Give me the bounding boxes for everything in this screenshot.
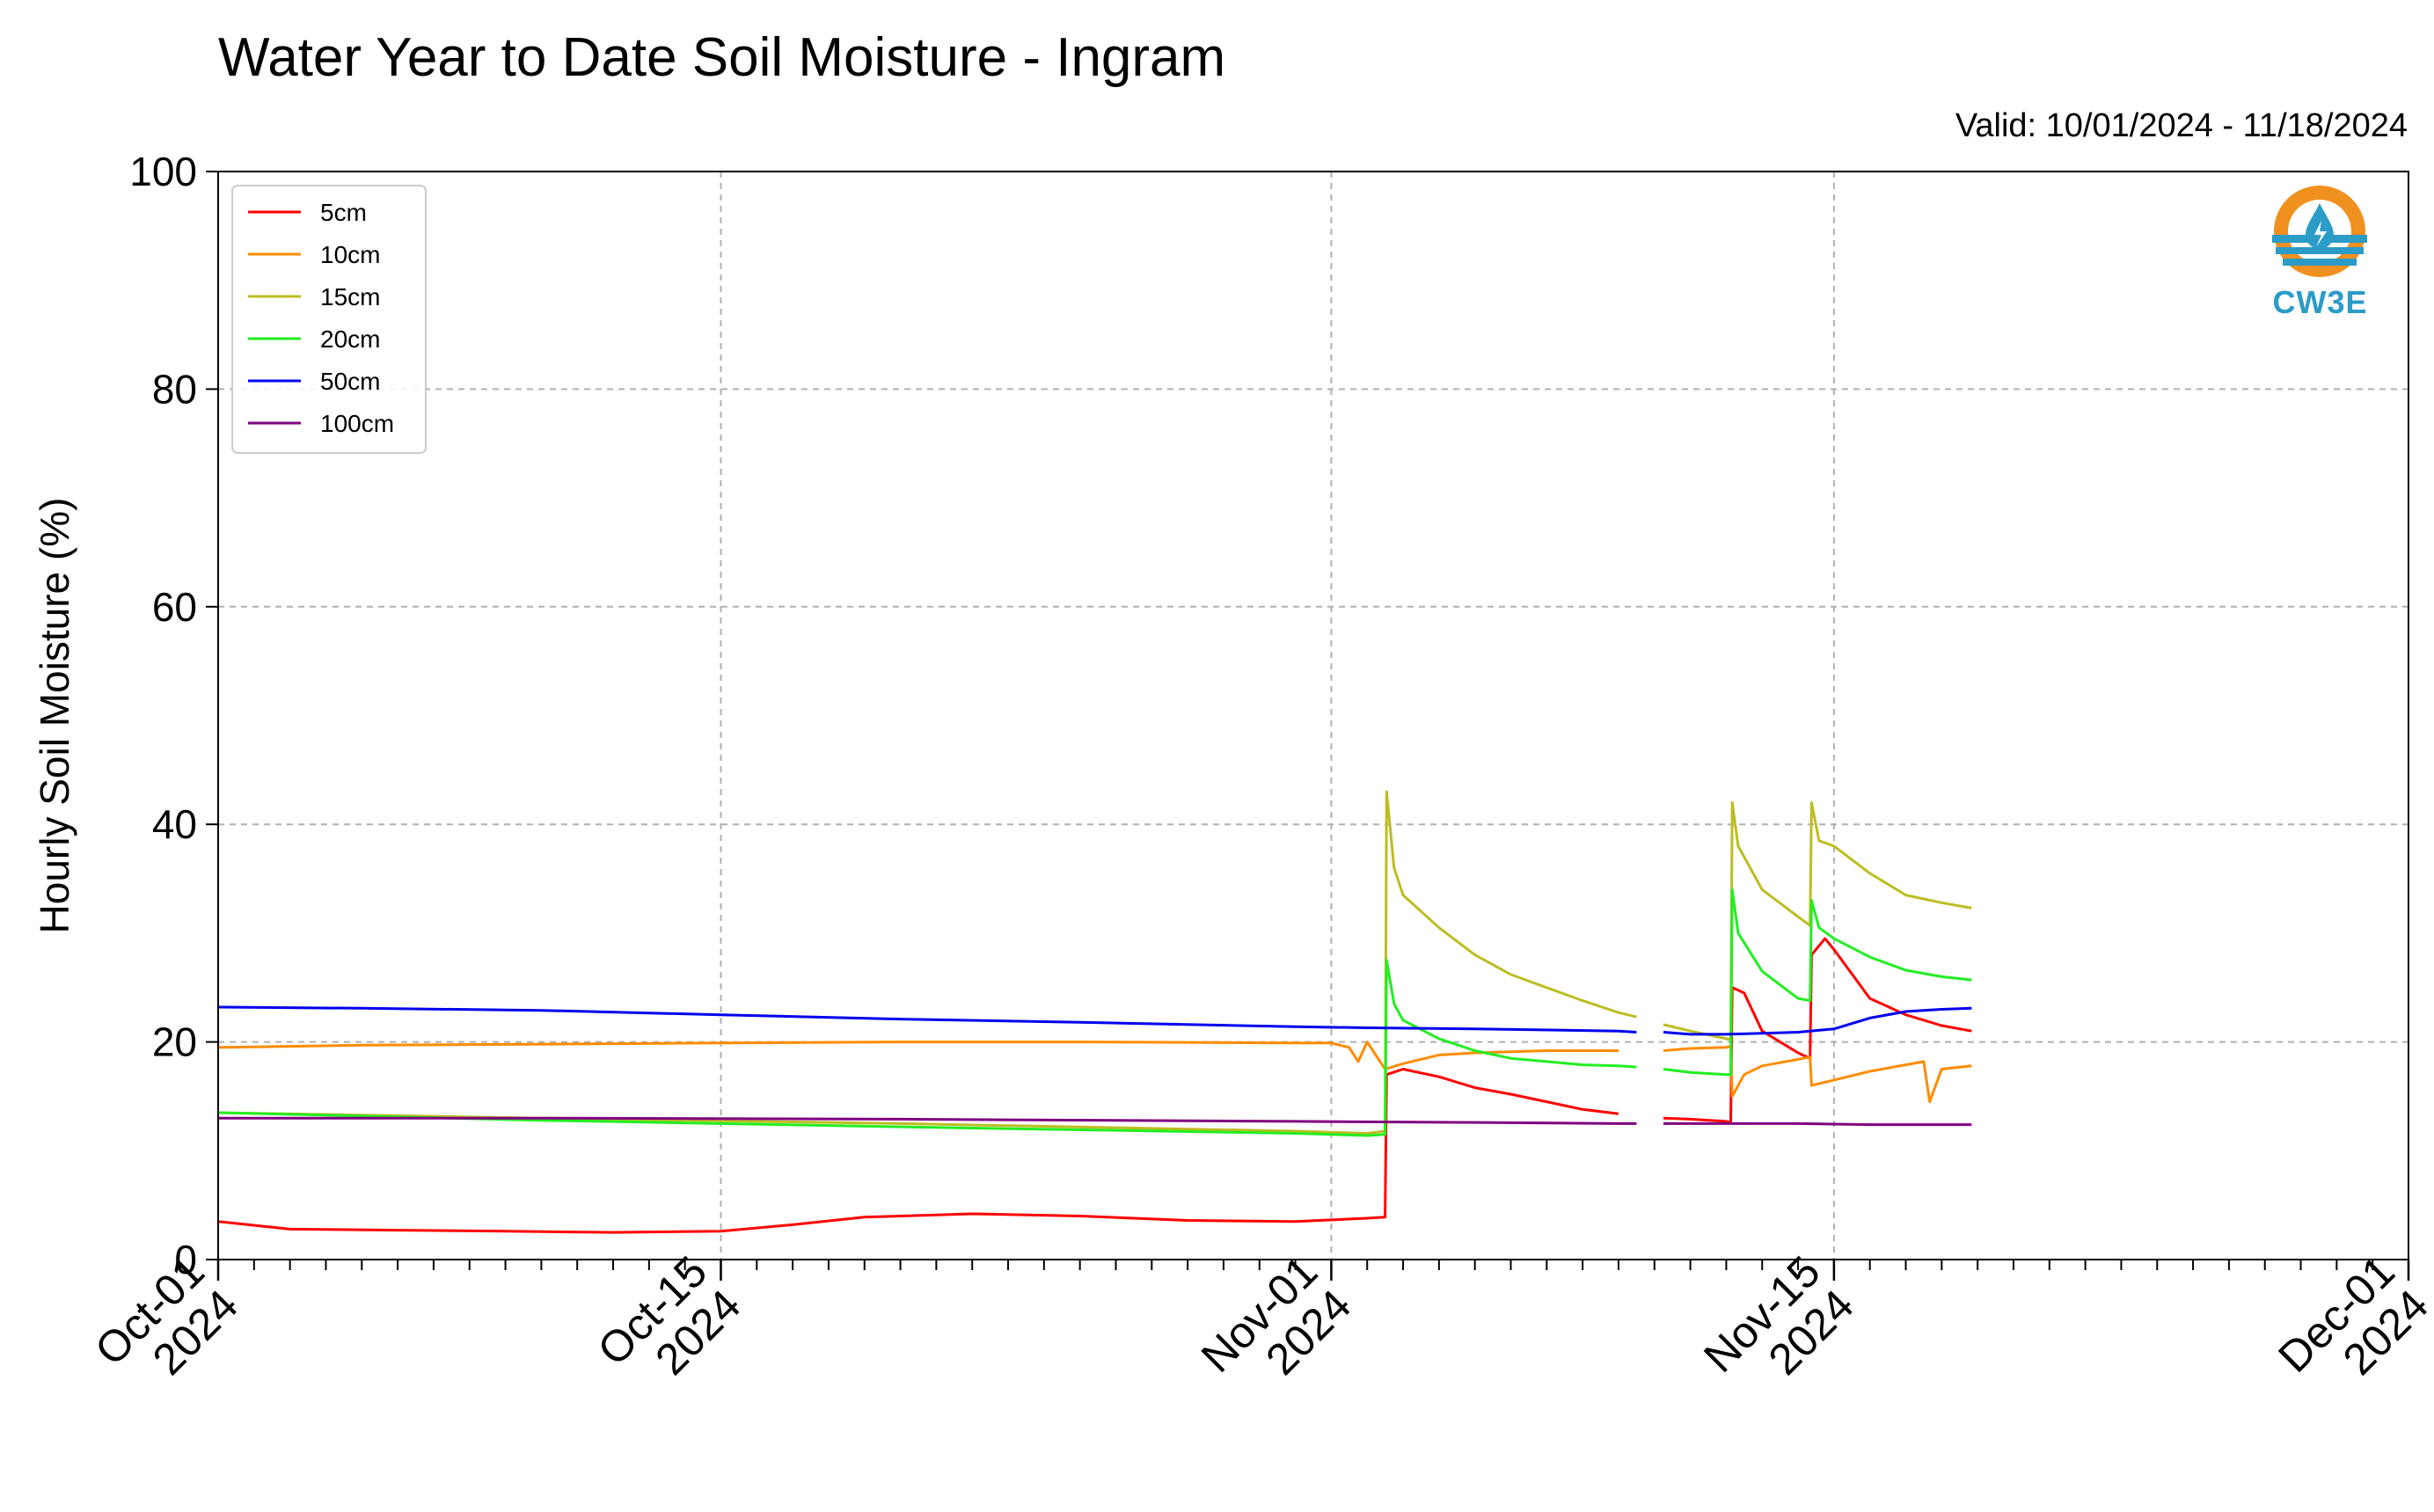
series-line-10cm — [217, 1041, 1619, 1070]
series-100cm — [218, 1116, 1972, 1127]
logo-text: CW3E — [2272, 284, 2368, 320]
y-tick-label: 60 — [152, 584, 197, 630]
plot-area-frame — [217, 171, 2409, 1260]
legend-label: 20cm — [320, 325, 380, 353]
legend-label: 100cm — [320, 410, 394, 437]
grid-lines — [218, 172, 2408, 1260]
legend-label: 50cm — [320, 368, 380, 395]
series-line-15cm — [1663, 801, 1972, 1041]
y-tick-label: 40 — [152, 801, 197, 847]
series-5cm — [217, 937, 1972, 1234]
series-20cm — [217, 887, 1972, 1137]
legend-label: 5cm — [320, 199, 367, 226]
series-line-20cm — [1663, 887, 1972, 1077]
series-50cm — [217, 1005, 1972, 1036]
series-line-5cm — [217, 1068, 1619, 1234]
series-line-20cm — [217, 959, 1637, 1137]
cw3e-logo: CW3E — [2248, 180, 2393, 321]
series-lines — [217, 790, 1972, 1234]
series-line-50cm — [217, 1005, 1637, 1034]
series-10cm — [217, 1041, 1972, 1104]
series-line-100cm — [218, 1116, 1637, 1125]
series-line-15cm — [217, 790, 1637, 1135]
valid-date-range: Valid: 10/01/2024 - 11/18/2024 — [1955, 107, 2408, 144]
y-tick-label: 0 — [174, 1237, 197, 1282]
y-tick-label: 80 — [152, 366, 197, 412]
series-line-5cm — [1663, 937, 1972, 1124]
legend: 5cm 10cm 15cm 20cm 50cm 100cm — [231, 185, 427, 454]
water-drop-logo-icon — [2272, 186, 2367, 277]
y-tick-label: 100 — [129, 149, 197, 194]
y-tick-label: 20 — [152, 1019, 197, 1065]
series-15cm — [217, 790, 1972, 1135]
legend-label: 15cm — [320, 283, 380, 310]
legend-label: 10cm — [320, 241, 380, 268]
chart-title: Water Year to Date Soil Moisture - Ingra… — [218, 27, 1226, 88]
series-line-100cm — [1663, 1121, 1972, 1127]
series-line-10cm — [1663, 1045, 1972, 1104]
series-line-50cm — [1663, 1006, 1972, 1036]
legend-box — [231, 185, 427, 454]
y-axis-label: Hourly Soil Moisture (%) — [32, 498, 77, 934]
